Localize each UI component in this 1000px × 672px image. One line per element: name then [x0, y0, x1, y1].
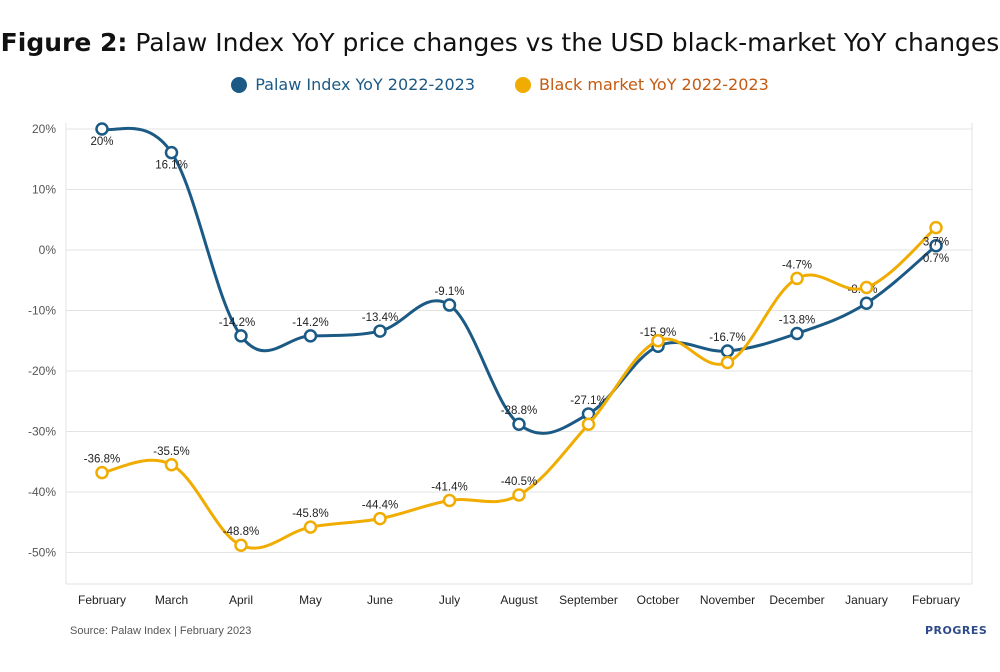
y-tick-label: 10%	[32, 183, 56, 197]
data-point	[720, 355, 735, 370]
series-line	[101, 126, 937, 435]
y-tick-label: -50%	[28, 546, 56, 560]
data-point	[303, 520, 318, 534]
legend-marker-black-market	[515, 76, 532, 93]
data-label: -35.5%	[153, 446, 189, 458]
data-point	[581, 417, 596, 431]
data-point	[234, 538, 248, 552]
data-label: -48.8%	[223, 526, 259, 538]
progres-logo: PROGRES	[925, 624, 988, 637]
y-tick-label: -40%	[28, 485, 56, 499]
data-point	[373, 511, 387, 526]
data-label: -36.8%	[84, 454, 120, 466]
data-point	[859, 296, 874, 310]
data-point	[790, 326, 804, 341]
data-point	[234, 329, 248, 343]
data-label: -27.1%	[570, 395, 606, 407]
data-label: 16.1%	[155, 160, 188, 172]
x-tick-label: May	[299, 593, 322, 607]
data-label: -15.9%	[640, 327, 676, 339]
data-label: 3.7%	[923, 237, 949, 249]
data-point	[651, 334, 665, 348]
y-tick-label: 20%	[32, 122, 56, 136]
data-point	[512, 417, 526, 431]
y-tick-label: 0%	[39, 243, 57, 257]
legend-label-black-market: Black market YoY 2022-2023	[539, 75, 769, 94]
data-point	[512, 488, 526, 502]
y-tick-label: -30%	[28, 425, 56, 439]
legend-marker-palaw	[231, 76, 248, 93]
x-tick-label: November	[700, 593, 755, 607]
source-note: Source: Palaw Index | February 2023	[70, 625, 252, 637]
x-tick-label: August	[500, 593, 538, 607]
chart-legend: Palaw Index YoY 2022-2023 Black market Y…	[0, 75, 1000, 94]
legend-label-palaw: Palaw Index YoY 2022-2023	[255, 75, 476, 94]
x-tick-label: October	[637, 593, 680, 607]
data-point	[859, 280, 874, 295]
data-point	[164, 145, 179, 160]
data-point	[95, 465, 109, 480]
data-label: -16.7%	[709, 332, 745, 344]
data-point	[95, 122, 109, 136]
x-tick-label: January	[845, 593, 888, 607]
data-label: 0.7%	[923, 253, 949, 265]
data-label: -40.5%	[501, 476, 537, 488]
data-point	[929, 239, 943, 253]
data-label: 20%	[90, 136, 113, 148]
data-point	[303, 329, 318, 343]
data-point	[442, 493, 457, 508]
data-point	[373, 324, 387, 338]
y-tick-label: -20%	[28, 364, 56, 378]
data-label: -4.7%	[782, 259, 812, 271]
x-tick-label: September	[559, 593, 618, 607]
data-label: -14.2%	[219, 317, 255, 329]
legend-item-palaw: Palaw Index YoY 2022-2023	[231, 75, 475, 94]
chart-title-text: Palaw Index YoY price changes vs the USD…	[135, 28, 1000, 57]
data-label: -41.4%	[431, 481, 467, 493]
x-tick-label: February	[78, 593, 126, 607]
data-label: -44.4%	[362, 500, 398, 512]
x-tick-label: April	[229, 593, 253, 607]
y-tick-label: -10%	[28, 304, 56, 318]
data-label: -13.4%	[362, 312, 398, 324]
legend-item-black-market: Black market YoY 2022-2023	[515, 75, 769, 94]
x-tick-label: July	[439, 593, 460, 607]
data-label: -28.8%	[501, 405, 537, 417]
data-point	[720, 344, 735, 358]
data-point	[929, 220, 943, 235]
x-tick-label: June	[367, 593, 393, 607]
x-tick-label: February	[912, 593, 960, 607]
chart-title: Figure 2: Palaw Index YoY price changes …	[0, 28, 1000, 57]
x-tick-label: December	[769, 593, 824, 607]
data-point	[442, 298, 457, 312]
data-point	[164, 458, 179, 472]
data-label: -45.8%	[292, 508, 328, 520]
data-point	[790, 271, 804, 286]
data-label: -9.1%	[434, 286, 464, 298]
data-label: -14.2%	[292, 317, 328, 329]
x-tick-label: March	[155, 593, 188, 607]
data-label: -13.8%	[779, 314, 815, 326]
chart-title-prefix: Figure 2:	[0, 28, 128, 57]
